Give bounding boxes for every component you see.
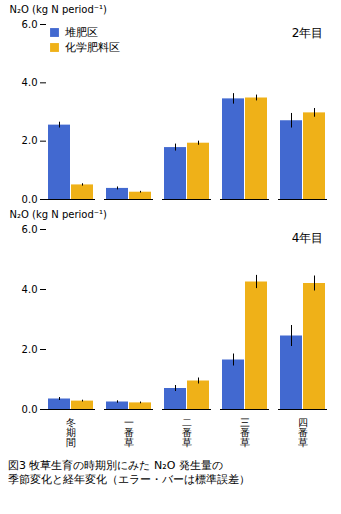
svg-text:冬期間: 冬期間 xyxy=(66,417,76,448)
svg-text:6.0: 6.0 xyxy=(22,224,38,235)
svg-text:一番草: 一番草 xyxy=(124,417,134,448)
svg-text:二番草: 二番草 xyxy=(182,417,192,448)
svg-text:2.0: 2.0 xyxy=(22,135,38,146)
html-text:図3 牧草生育の時期別にみた N₂O 発生量の 季節変化と経: 図3 牧草生育の時期別にみた N₂O 発生量の 季節変化と経年変化（エラー・バー… xyxy=(8,459,250,487)
svg-text:4.0: 4.0 xyxy=(22,77,38,88)
svg-text:0.0: 0.0 xyxy=(22,194,38,205)
svg-text:堆肥区: 堆肥区 xyxy=(64,26,98,39)
svg-text:N₂O (kg N period⁻¹): N₂O (kg N period⁻¹) xyxy=(10,209,108,220)
svg-text:6.0: 6.0 xyxy=(22,19,38,30)
svg-text:四番草: 四番草 xyxy=(298,417,308,448)
svg-text:2.0: 2.0 xyxy=(22,344,38,355)
svg-text:N₂O (kg N period⁻¹): N₂O (kg N period⁻¹) xyxy=(10,4,108,15)
svg-text:4年目: 4年目 xyxy=(292,231,324,245)
svg-text:0.0: 0.0 xyxy=(22,404,38,415)
svg-text:4.0: 4.0 xyxy=(22,284,38,295)
svg-text:三番草: 三番草 xyxy=(240,417,250,448)
svg-text:2年目: 2年目 xyxy=(292,26,324,40)
svg-text:化学肥料区: 化学肥料区 xyxy=(65,41,120,54)
